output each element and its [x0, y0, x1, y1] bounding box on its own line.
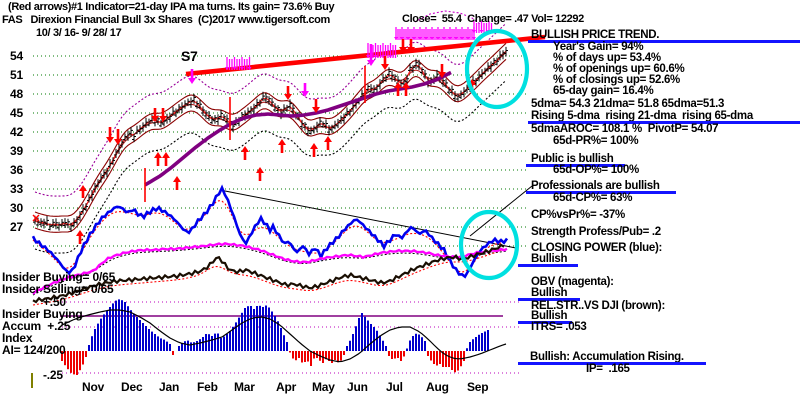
month-tick-label: May — [312, 380, 335, 394]
insider-line: Insider Buying — [2, 307, 83, 321]
analysis-line: BULLISH PRICE TREND. — [531, 29, 660, 41]
month-tick-label: Jun — [347, 380, 368, 394]
month-tick-label: Mar — [234, 380, 255, 394]
analysis-line: CP%vsPr%= -37% — [531, 209, 625, 221]
analysis-line: 5dmaAROC= 108.1 % PivotP= 54.07 — [531, 123, 719, 135]
analysis-line: 65d-CP%= 63% — [553, 192, 633, 204]
price-tick-label: 33 — [10, 182, 23, 196]
insider-line: Insider Buying= 0/65 — [2, 270, 116, 284]
analysis-line: CLOSING POWER (blue): — [531, 242, 663, 254]
analysis-line: Bullish — [531, 253, 568, 265]
analysis-line-underline — [518, 321, 572, 324]
analysis-line: REL.STR..VS DJI (brown): — [531, 300, 665, 312]
bullish-trendline — [185, 34, 546, 77]
price-tick-label: 42 — [10, 125, 23, 139]
highlight-circle — [464, 28, 530, 110]
insider-line: AI= 124/200 — [2, 343, 66, 357]
insider-line: Index — [2, 331, 33, 345]
date-range: 10/ 3/ 16- 9/ 28/ 17 — [36, 27, 122, 39]
analysis-line: Strength Profess/Pub= .2 — [531, 226, 661, 238]
month-tick-label: Nov — [82, 380, 105, 394]
analysis-line: Bullish — [531, 310, 568, 322]
price-tick-label: 45 — [10, 106, 23, 120]
month-tick-label: Jul — [386, 380, 403, 394]
price-tick-label: 39 — [10, 144, 23, 158]
month-tick-label: Aug — [426, 380, 449, 394]
price-tick-label: 54 — [10, 49, 23, 63]
month-tick-label: Jan — [159, 380, 180, 394]
month-tick-label: Apr — [276, 380, 297, 394]
symbol-title: FAS Direxion Financial Bull 3x Shares (C… — [2, 14, 330, 26]
price-tick-label: 27 — [10, 220, 23, 234]
indicator-title: (Red arrows)#1 Indicator=21-day IPA ma t… — [8, 1, 335, 13]
analysis-line: 5dma= 54.3 21dma= 51.8 65dma=51.3 — [531, 98, 725, 110]
analysis-line: Rising 5-dma rising 21-dma rising 65-dma — [531, 110, 753, 122]
month-tick-label: Sep — [467, 380, 489, 394]
analysis-line-underline — [526, 191, 676, 194]
analysis-line: OBV (magenta): — [531, 276, 614, 288]
insider-line: +.50 — [43, 295, 66, 309]
insider-line: -.25 — [43, 368, 63, 382]
analysis-line: % of openings up= 60.6% — [553, 63, 685, 75]
insider-line: Insider Selling= 0/65 — [2, 282, 114, 296]
insider-line: Accum +.25 — [2, 319, 71, 333]
analysis-line-underline — [518, 362, 706, 365]
month-tick-label: Feb — [197, 380, 218, 394]
price-tick-label: 30 — [10, 201, 23, 215]
price-tick-label: 36 — [10, 163, 23, 177]
price-tick-label: 51 — [10, 68, 23, 82]
analysis-line: IP= .165 — [586, 363, 630, 375]
quote-readout: Close= 55.4 Change= .47 Vol= 12292 — [402, 13, 584, 25]
analysis-line: 65d-OP%= 100% — [553, 164, 639, 176]
analysis-line: ITRS= .053 — [531, 321, 587, 333]
analysis-line: Bullish — [531, 287, 568, 299]
analysis-line: Public is bullish — [531, 153, 614, 165]
analysis-line: Bullish: Accumulation Rising. — [530, 351, 684, 363]
analysis-line: 65d-PR%= 100% — [553, 135, 639, 147]
price-tick-label: 48 — [10, 87, 23, 101]
analysis-line: % of days up= 53.4% — [553, 52, 661, 64]
analysis-line-underline — [518, 298, 580, 301]
analysis-line: Professionals are bullish — [531, 180, 660, 192]
analysis-line: 65-day gain= 16.4% — [553, 85, 654, 97]
analysis-line: Year's Gain= 94% — [553, 41, 644, 53]
s7-label: S7 — [181, 48, 198, 64]
month-tick-label: Dec — [121, 380, 143, 394]
analysis-line-underline — [528, 40, 800, 43]
analysis-line-underline — [528, 121, 800, 124]
analysis-line: % of closings up= 52.6% — [553, 74, 680, 86]
analysis-line-underline — [518, 264, 578, 267]
highlight-circle — [458, 209, 520, 281]
analysis-line-underline — [526, 164, 625, 167]
